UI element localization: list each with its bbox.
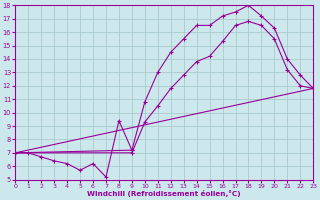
X-axis label: Windchill (Refroidissement éolien,°C): Windchill (Refroidissement éolien,°C) (87, 190, 241, 197)
